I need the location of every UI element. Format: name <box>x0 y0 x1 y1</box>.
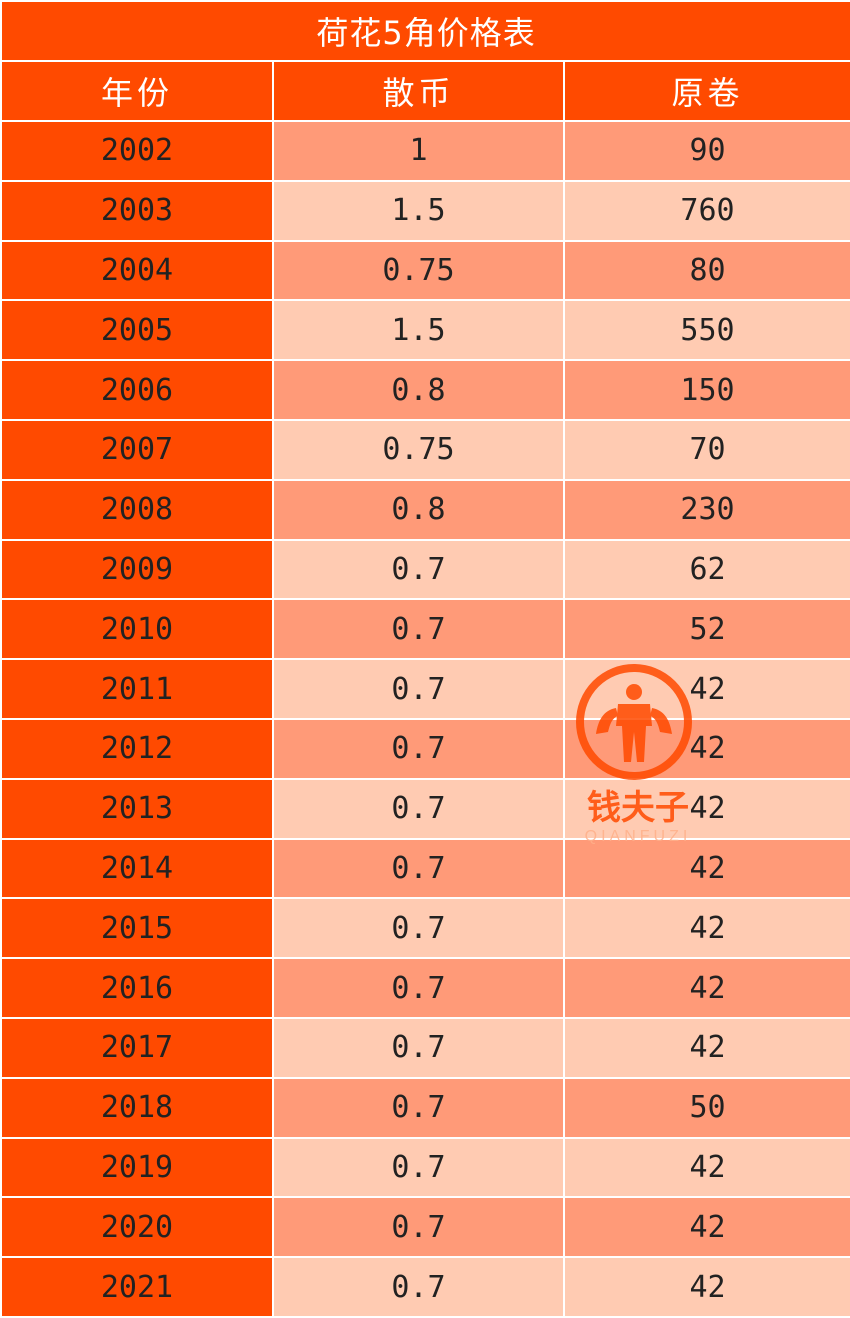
table-row: 2012 0.7 42 <box>0 717 850 780</box>
roll-cell: 760 <box>562 179 850 242</box>
roll-cell: 80 <box>562 239 850 302</box>
table-row: 2016 0.7 42 <box>0 957 850 1019</box>
roll-cell: 50 <box>562 1076 850 1139</box>
loose-coin-cell: 0.7 <box>272 1016 565 1079</box>
table-row: 2019 0.7 42 <box>0 1136 850 1199</box>
year-cell: 2004 <box>0 239 274 302</box>
year-cell: 2011 <box>0 658 274 720</box>
roll-cell: 42 <box>562 1256 850 1318</box>
header-roll: 原卷 <box>562 60 850 122</box>
year-cell: 2007 <box>0 418 274 481</box>
year-cell: 2018 <box>0 1076 274 1139</box>
year-cell: 2016 <box>0 957 274 1019</box>
loose-coin-cell: 0.7 <box>272 1256 565 1318</box>
roll-cell: 42 <box>562 777 850 840</box>
loose-coin-cell: 0.7 <box>272 658 565 720</box>
loose-coin-cell: 0.7 <box>272 957 565 1019</box>
table-row: 2008 0.8 230 <box>0 478 850 541</box>
roll-cell: 150 <box>562 359 850 421</box>
year-cell: 2006 <box>0 359 274 421</box>
table-row: 2020 0.7 42 <box>0 1196 850 1259</box>
table-row: 2009 0.7 62 <box>0 538 850 601</box>
table-body: 2002 1 90 2003 1.5 760 2004 0.75 80 2005 1.5 550 200… <box>0 120 850 1318</box>
roll-cell: 42 <box>562 897 850 960</box>
table-row: 2002 1 90 <box>0 120 850 182</box>
loose-coin-cell: 0.7 <box>272 777 565 840</box>
loose-coin-cell: 0.7 <box>272 1136 565 1199</box>
roll-cell: 550 <box>562 299 850 362</box>
table-row: 2003 1.5 760 <box>0 179 850 242</box>
loose-coin-cell: 1 <box>272 120 565 182</box>
header-year: 年份 <box>0 60 274 122</box>
year-cell: 2019 <box>0 1136 274 1199</box>
loose-coin-cell: 1.5 <box>272 299 565 362</box>
loose-coin-cell: 0.75 <box>272 239 565 302</box>
table-row: 2017 0.7 42 <box>0 1016 850 1079</box>
loose-coin-cell: 0.8 <box>272 359 565 421</box>
table-title: 荷花5角价格表 <box>0 0 850 62</box>
year-cell: 2020 <box>0 1196 274 1259</box>
year-cell: 2015 <box>0 897 274 960</box>
year-cell: 2009 <box>0 538 274 601</box>
year-cell: 2005 <box>0 299 274 362</box>
loose-coin-cell: 0.7 <box>272 717 565 780</box>
table-row: 2018 0.7 50 <box>0 1076 850 1139</box>
year-cell: 2008 <box>0 478 274 541</box>
loose-coin-cell: 0.7 <box>272 538 565 601</box>
roll-cell: 42 <box>562 1136 850 1199</box>
roll-cell: 42 <box>562 837 850 900</box>
loose-coin-cell: 0.75 <box>272 418 565 481</box>
table-row: 2014 0.7 42 <box>0 837 850 900</box>
table-row: 2021 0.7 42 <box>0 1256 850 1318</box>
loose-coin-cell: 0.7 <box>272 897 565 960</box>
table-row: 2013 0.7 42 <box>0 777 850 840</box>
year-cell: 2021 <box>0 1256 274 1318</box>
roll-cell: 42 <box>562 1016 850 1079</box>
table-header-row: 年份 散币 原卷 <box>0 60 850 122</box>
table-row: 2005 1.5 550 <box>0 299 850 362</box>
roll-cell: 42 <box>562 717 850 780</box>
roll-cell: 42 <box>562 658 850 720</box>
year-cell: 2010 <box>0 598 274 661</box>
loose-coin-cell: 0.7 <box>272 598 565 661</box>
year-cell: 2014 <box>0 837 274 900</box>
roll-cell: 62 <box>562 538 850 601</box>
table-row: 2010 0.7 52 <box>0 598 850 661</box>
roll-cell: 52 <box>562 598 850 661</box>
table-row: 2007 0.75 70 <box>0 418 850 481</box>
roll-cell: 230 <box>562 478 850 541</box>
table-row: 2011 0.7 42 <box>0 658 850 720</box>
year-cell: 2017 <box>0 1016 274 1079</box>
roll-cell: 70 <box>562 418 850 481</box>
roll-cell: 90 <box>562 120 850 182</box>
loose-coin-cell: 1.5 <box>272 179 565 242</box>
header-loose-coin: 散币 <box>272 60 565 122</box>
loose-coin-cell: 0.8 <box>272 478 565 541</box>
loose-coin-cell: 0.7 <box>272 1196 565 1259</box>
roll-cell: 42 <box>562 1196 850 1259</box>
table-row: 2004 0.75 80 <box>0 239 850 302</box>
year-cell: 2012 <box>0 717 274 780</box>
year-cell: 2002 <box>0 120 274 182</box>
loose-coin-cell: 0.7 <box>272 837 565 900</box>
table-row: 2006 0.8 150 <box>0 359 850 421</box>
roll-cell: 42 <box>562 957 850 1019</box>
table-row: 2015 0.7 42 <box>0 897 850 960</box>
loose-coin-cell: 0.7 <box>272 1076 565 1139</box>
table-title-row: 荷花5角价格表 <box>0 0 850 62</box>
year-cell: 2003 <box>0 179 274 242</box>
year-cell: 2013 <box>0 777 274 840</box>
